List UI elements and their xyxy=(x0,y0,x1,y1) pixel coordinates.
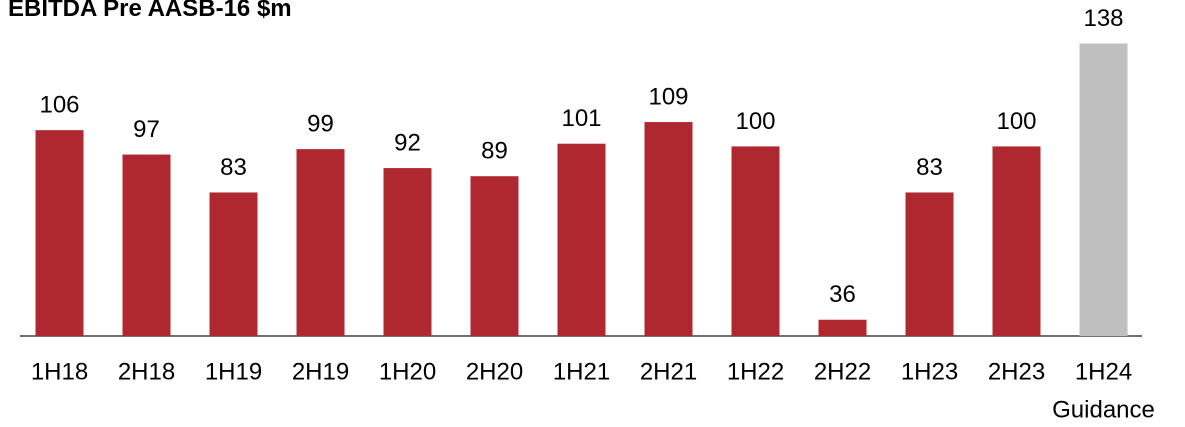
value-label: 92 xyxy=(394,129,421,156)
bar xyxy=(992,146,1041,336)
value-label: 100 xyxy=(735,108,775,135)
x-tick-label: 1H19 xyxy=(205,358,262,385)
value-label: 83 xyxy=(916,154,943,181)
x-tick-label: 1H22 xyxy=(727,358,784,385)
value-label: 101 xyxy=(561,105,601,132)
x-tick-label: 1H20 xyxy=(379,358,436,385)
x-tick-label: 1H24 xyxy=(1075,358,1132,385)
bar xyxy=(383,168,432,336)
value-label: 99 xyxy=(307,110,334,137)
x-tick-label: 2H22 xyxy=(814,358,871,385)
bar xyxy=(818,319,867,336)
value-label: 109 xyxy=(648,83,688,110)
value-label: 100 xyxy=(996,108,1036,135)
bar xyxy=(470,176,519,336)
bar xyxy=(644,122,693,337)
value-label: 97 xyxy=(133,116,160,143)
bar xyxy=(731,146,780,336)
value-label: 83 xyxy=(220,154,247,181)
value-label: 106 xyxy=(39,92,79,119)
bar xyxy=(209,192,258,336)
value-label: 36 xyxy=(829,281,856,308)
x-tick-label: 1H18 xyxy=(31,358,88,385)
bar xyxy=(35,130,84,336)
chart-title: EBITDA Pre AASB-16 $m xyxy=(8,0,292,22)
bar xyxy=(122,154,171,336)
x-tick-label: 1H23 xyxy=(901,358,958,385)
x-tick-label: 2H19 xyxy=(292,358,349,385)
bar xyxy=(296,149,345,336)
x-tick-label: 2H20 xyxy=(466,358,523,385)
annotation: Guidance xyxy=(1052,396,1155,423)
bar xyxy=(1079,43,1128,336)
value-label: 138 xyxy=(1083,5,1123,32)
bar xyxy=(905,192,954,336)
x-tick-label: 1H21 xyxy=(553,358,610,385)
x-tick-label: 2H23 xyxy=(988,358,1045,385)
bar xyxy=(557,143,606,336)
x-tick-label: 2H21 xyxy=(640,358,697,385)
x-tick-label: 2H18 xyxy=(118,358,175,385)
value-label: 89 xyxy=(481,138,508,165)
